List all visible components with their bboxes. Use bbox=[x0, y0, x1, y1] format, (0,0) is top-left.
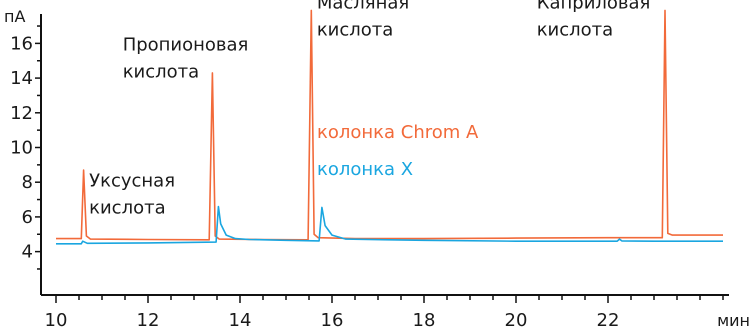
series-layer bbox=[56, 9, 723, 245]
x-tick-label: 18 bbox=[413, 310, 436, 331]
y-tick-label: 14 bbox=[10, 68, 33, 89]
y-tick-label: 4 bbox=[22, 242, 33, 263]
annotation-butyric: Масляная кислота bbox=[317, 0, 409, 41]
x-tick-label: 20 bbox=[505, 310, 528, 331]
annotation-caprylic: Каприловая кислота bbox=[537, 0, 651, 41]
annotation-line: Пропионовая bbox=[123, 34, 249, 55]
y-axis-unit: пА bbox=[4, 7, 25, 26]
annotation-acetic: Уксусная кислота bbox=[89, 171, 175, 219]
annotation-line: кислота bbox=[89, 198, 165, 219]
peak-annotations: УксуснаякислотаПропионоваякислотаМасляна… bbox=[89, 0, 650, 219]
legend: колонка Chrom A колонка X bbox=[317, 122, 479, 180]
annotation-propionic: Пропионовая кислота bbox=[123, 34, 249, 82]
y-tick-label: 10 bbox=[10, 138, 33, 159]
y-tick-label: 16 bbox=[10, 33, 33, 54]
x-tick-label: 10 bbox=[45, 310, 68, 331]
series-line-chrom-a bbox=[56, 9, 723, 241]
y-tick-label: 6 bbox=[22, 207, 33, 228]
annotation-line: Каприловая bbox=[537, 0, 651, 14]
legend-entry: колонка Chrom A bbox=[317, 122, 479, 143]
annotation-line: Масляная bbox=[317, 0, 409, 14]
x-tick-label: 14 bbox=[229, 310, 252, 331]
annotation-line: кислота bbox=[317, 20, 394, 41]
y-tick-label: 8 bbox=[22, 172, 33, 193]
series-line-x bbox=[56, 205, 723, 245]
annotation-line: Уксусная bbox=[89, 171, 175, 192]
x-tick-label: 12 bbox=[137, 310, 160, 331]
annotation-line: кислота bbox=[123, 61, 200, 82]
legend-entry: колонка X bbox=[317, 159, 413, 180]
x-axis-unit: мин bbox=[717, 311, 750, 330]
axes: 4 6 8 10 12 14 16 10 12 14 16 18 20 22 пА мин bbox=[4, 7, 750, 331]
y-tick-label: 12 bbox=[10, 103, 33, 124]
x-tick-label: 16 bbox=[321, 310, 344, 331]
annotation-line: кислота bbox=[537, 20, 614, 41]
x-tick-label: 22 bbox=[597, 310, 620, 331]
